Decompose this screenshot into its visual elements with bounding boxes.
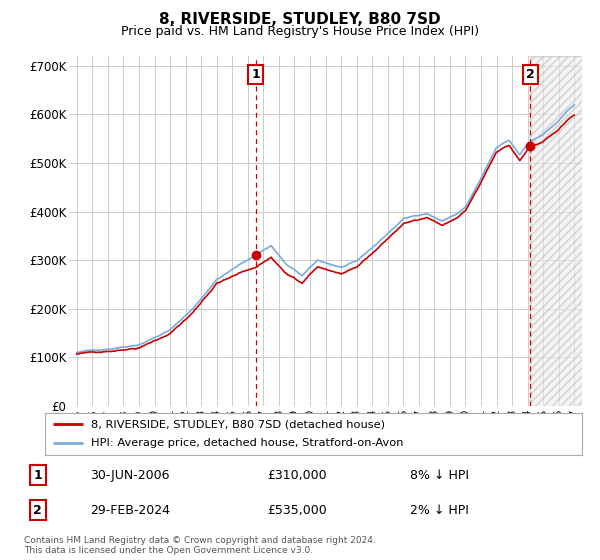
Text: Contains HM Land Registry data © Crown copyright and database right 2024.: Contains HM Land Registry data © Crown c… bbox=[24, 536, 376, 545]
Text: Price paid vs. HM Land Registry's House Price Index (HPI): Price paid vs. HM Land Registry's House … bbox=[121, 25, 479, 38]
Text: £535,000: £535,000 bbox=[267, 503, 326, 517]
Text: 1: 1 bbox=[251, 68, 260, 81]
Text: This data is licensed under the Open Government Licence v3.0.: This data is licensed under the Open Gov… bbox=[24, 547, 313, 556]
Text: 8, RIVERSIDE, STUDLEY, B80 7SD (detached house): 8, RIVERSIDE, STUDLEY, B80 7SD (detached… bbox=[91, 419, 385, 429]
Text: £310,000: £310,000 bbox=[267, 469, 326, 482]
Text: 2: 2 bbox=[34, 503, 42, 517]
Text: 2: 2 bbox=[526, 68, 535, 81]
Text: 1: 1 bbox=[34, 469, 42, 482]
Text: 30-JUN-2006: 30-JUN-2006 bbox=[90, 469, 170, 482]
Text: 8, RIVERSIDE, STUDLEY, B80 7SD: 8, RIVERSIDE, STUDLEY, B80 7SD bbox=[159, 12, 441, 27]
Text: 2% ↓ HPI: 2% ↓ HPI bbox=[410, 503, 469, 517]
Text: 8% ↓ HPI: 8% ↓ HPI bbox=[410, 469, 469, 482]
Text: HPI: Average price, detached house, Stratford-on-Avon: HPI: Average price, detached house, Stra… bbox=[91, 438, 403, 449]
Bar bbox=[530, 56, 582, 406]
Text: 29-FEB-2024: 29-FEB-2024 bbox=[90, 503, 170, 517]
